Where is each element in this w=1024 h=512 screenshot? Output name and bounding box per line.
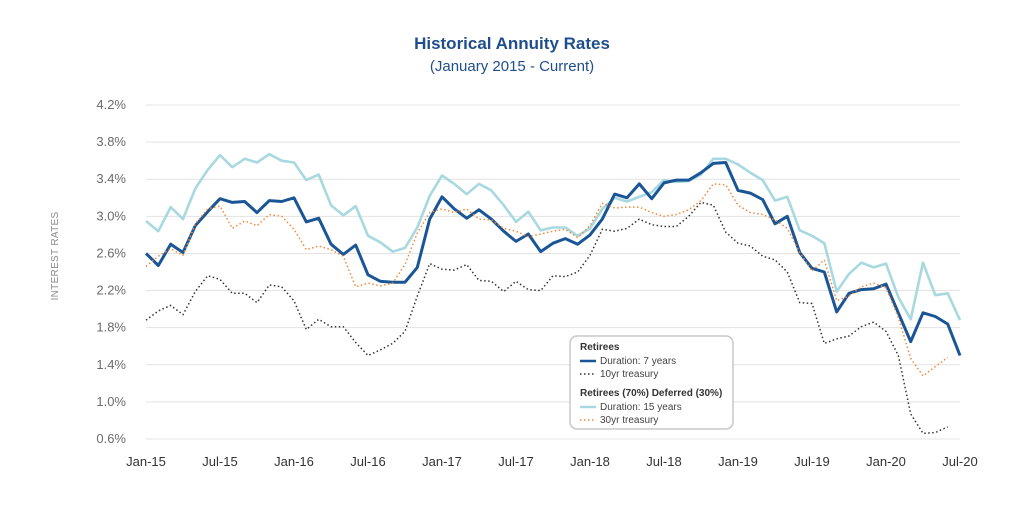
x-tick-label: Jul-19	[794, 454, 829, 469]
legend-group1-title: Retirees	[580, 342, 620, 353]
series-line-10yr-treasury	[145, 201, 949, 435]
x-tick-label: Jan-19	[718, 454, 758, 469]
y-axis-label: INTEREST RATES	[50, 212, 61, 301]
x-tick-label: Jul-17	[498, 454, 533, 469]
y-tick-label: 0.6%	[96, 431, 126, 446]
x-tick-label: Jan-15	[126, 454, 166, 469]
legend-label-7yr: Duration: 7 years	[600, 356, 676, 367]
x-tick-label: Jul-18	[646, 454, 681, 469]
legend-label-30yr: 30yr treasury	[600, 415, 658, 426]
legend-label-10yr: 10yr treasury	[600, 369, 658, 380]
series-lines	[144, 152, 962, 435]
y-tick-label: 3.8%	[96, 134, 126, 149]
chart-subtitle: (January 2015 - Current)	[429, 58, 595, 75]
y-tick-label: 4.2%	[96, 97, 126, 112]
y-tick-label: 3.0%	[96, 208, 126, 223]
y-tick-label: 2.6%	[96, 245, 126, 260]
x-tick-label: Jan-20	[866, 454, 906, 469]
series-line-duration-7-years	[144, 161, 962, 357]
x-tick-label: Jan-18	[570, 454, 610, 469]
y-tick-label: 3.4%	[96, 171, 126, 186]
y-axis-ticks: 4.2% 3.8% 3.4% 3.0% 2.6% 2.2% 1.8% 1.4% 1.0% 0.6%	[96, 97, 126, 446]
series-line-duration-15-years	[145, 152, 962, 321]
legend: Retirees Duration: 7 years 10yr treasury…	[569, 335, 734, 430]
x-tick-label: Jan-16	[274, 454, 314, 469]
gridlines	[146, 104, 960, 440]
x-tick-label: Jul-15	[202, 454, 237, 469]
chart-title: Historical Annuity Rates	[414, 34, 610, 53]
x-tick-label: Jan-17	[422, 454, 462, 469]
legend-box	[569, 335, 734, 430]
legend-label-15yr: Duration: 15 years	[600, 402, 682, 413]
x-tick-label: Jul-16	[350, 454, 385, 469]
legend-group2-title: Retirees (70%) Deferred (30%)	[580, 388, 722, 399]
y-tick-label: 1.0%	[96, 394, 126, 409]
y-tick-label: 1.8%	[96, 320, 126, 335]
x-axis-ticks: Jan-15 Jul-15 Jan-16 Jul-16 Jan-17 Jul-17 Jan-…	[126, 454, 978, 469]
y-tick-label: 1.4%	[96, 357, 126, 372]
x-tick-label: Jul-20	[942, 454, 977, 469]
y-tick-label: 2.2%	[96, 283, 126, 298]
